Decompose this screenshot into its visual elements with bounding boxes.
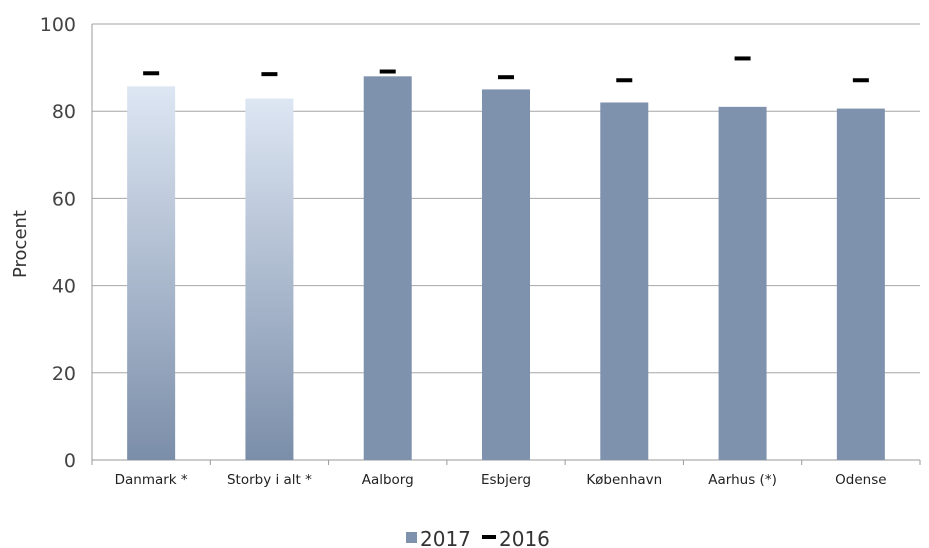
bar-2017 (245, 98, 294, 460)
dashes-2016 (143, 56, 869, 83)
y-tick-label: 0 (64, 450, 76, 472)
bar-2017 (718, 106, 767, 460)
dash-2016 (734, 56, 751, 61)
bar-2017 (363, 76, 412, 460)
dash-2016 (379, 69, 396, 74)
y-tick-labels: 0 20 40 60 80 100 (40, 14, 76, 472)
bar-2017 (836, 108, 885, 461)
legend-label-2016: 2016 (499, 527, 550, 548)
dash-2016 (498, 75, 514, 80)
bar-2017 (482, 89, 530, 461)
category-label: København (586, 472, 662, 488)
x-tick-marks (91, 460, 921, 465)
legend-dash-2016 (482, 535, 496, 539)
bars-2017 (127, 76, 885, 461)
category-label: Esbjerg (481, 472, 531, 488)
legend-swatch-2017 (406, 532, 417, 543)
category-labels: Danmark * Storby i alt * Aalborg Esbjerg Køb… (115, 472, 887, 488)
bar-2017 (127, 86, 176, 461)
y-axis-label: Procent (10, 210, 31, 278)
category-label: Odense (835, 472, 886, 488)
category-label: Danmark * (115, 472, 188, 488)
category-label: Storby i alt * (227, 472, 312, 488)
legend: 2017 2016 (406, 527, 550, 548)
y-tick-label: 80 (52, 101, 76, 123)
y-tick-label: 100 (40, 14, 76, 36)
y-tick-label: 40 (52, 276, 76, 298)
dash-2016 (852, 78, 869, 83)
dash-2016 (261, 72, 278, 77)
y-tick-label: 20 (52, 363, 76, 385)
legend-label-2017: 2017 (420, 527, 471, 548)
category-label: Aarhus (*) (708, 472, 777, 488)
dash-2016 (616, 78, 633, 83)
bar-2017 (600, 102, 649, 460)
category-label: Aalborg (362, 472, 414, 488)
y-tick-label: 60 (52, 188, 76, 210)
dash-2016 (143, 71, 160, 76)
